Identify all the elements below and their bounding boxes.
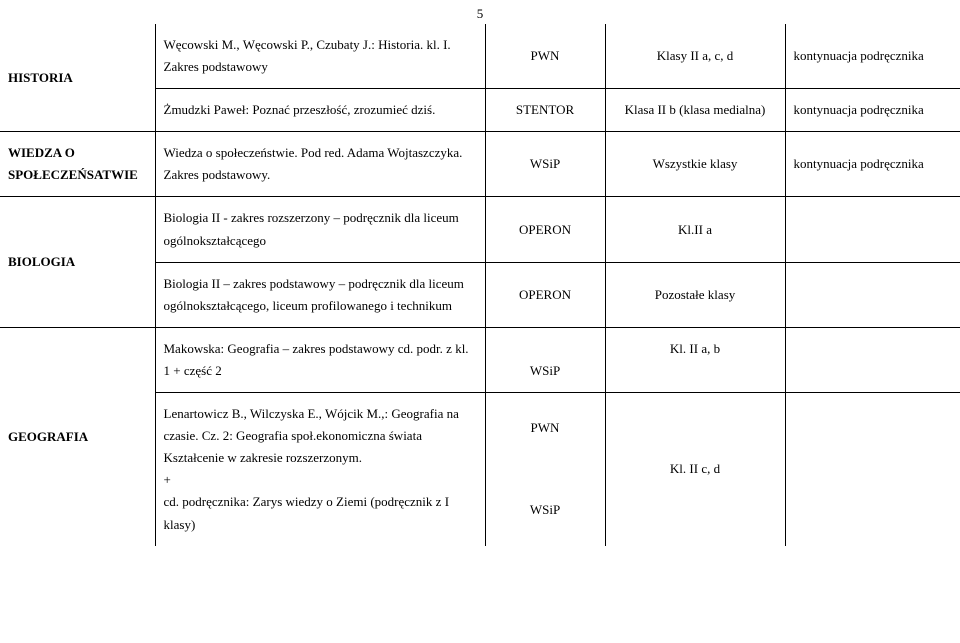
title-line: + (164, 469, 477, 491)
title-cell: Biologia II - zakres rozszerzony – podrę… (155, 197, 485, 262)
publisher-line: WSiP (494, 499, 597, 521)
note-cell: kontynuacja podręcznika (785, 132, 960, 197)
subject-cell: BIOLOGIA (0, 197, 155, 327)
table-row: WIEDZA O SPOŁECZEŃSATWIE Wiedza o społec… (0, 132, 960, 197)
title-cell: Wiedza o społeczeństwie. Pod red. Adama … (155, 132, 485, 197)
publisher-cell: OPERON (485, 197, 605, 262)
class-cell: Klasy II a, c, d (605, 24, 785, 89)
class-cell: Kl. II c, d (605, 393, 785, 546)
title-line: Lenartowicz B., Wilczyska E., Wójcik M.,… (164, 403, 477, 447)
publisher-cell: WSiP (485, 327, 605, 392)
note-cell: kontynuacja podręcznika (785, 89, 960, 132)
subject-cell: HISTORIA (0, 24, 155, 132)
title-line: Kształcenie w zakresie rozszerzonym. (164, 447, 477, 469)
publisher-cell: OPERON (485, 262, 605, 327)
note-cell (785, 327, 960, 392)
subject-label: GEOGRAFIA (8, 429, 88, 444)
class-cell: Pozostałe klasy (605, 262, 785, 327)
subject-label: BIOLOGIA (8, 254, 75, 269)
note-cell (785, 197, 960, 262)
subject-label: HISTORIA (8, 70, 73, 85)
note-cell (785, 262, 960, 327)
class-cell: Kl.II a (605, 197, 785, 262)
title-cell: Makowska: Geografia – zakres podstawowy … (155, 327, 485, 392)
table-row: GEOGRAFIA Makowska: Geografia – zakres p… (0, 327, 960, 392)
publisher-cell: STENTOR (485, 89, 605, 132)
subject-cell: WIEDZA O SPOŁECZEŃSATWIE (0, 132, 155, 197)
class-cell: Klasa II b (klasa medialna) (605, 89, 785, 132)
textbook-table: HISTORIA Węcowski M., Węcowski P., Czuba… (0, 24, 960, 546)
page-number: 5 (0, 0, 960, 24)
note-cell: kontynuacja podręcznika (785, 24, 960, 89)
class-cell: Wszystkie klasy (605, 132, 785, 197)
table-row: BIOLOGIA Biologia II - zakres rozszerzon… (0, 197, 960, 262)
title-cell: Żmudzki Paweł: Poznać przeszłość, zrozum… (155, 89, 485, 132)
title-cell: Węcowski M., Węcowski P., Czubaty J.: Hi… (155, 24, 485, 89)
class-cell: Kl. II a, b (605, 327, 785, 392)
title-cell: Lenartowicz B., Wilczyska E., Wójcik M.,… (155, 393, 485, 546)
publisher-cell: WSiP (485, 132, 605, 197)
publisher-cell: PWN WSiP (485, 393, 605, 546)
note-cell (785, 393, 960, 546)
subject-cell: GEOGRAFIA (0, 327, 155, 545)
title-cell: Biologia II – zakres podstawowy – podręc… (155, 262, 485, 327)
table-row: HISTORIA Węcowski M., Węcowski P., Czuba… (0, 24, 960, 89)
publisher-line: PWN (494, 417, 597, 439)
title-line: cd. podręcznika: Zarys wiedzy o Ziemi (p… (164, 491, 477, 535)
publisher-cell: PWN (485, 24, 605, 89)
subject-label: WIEDZA O SPOŁECZEŃSATWIE (8, 145, 138, 182)
